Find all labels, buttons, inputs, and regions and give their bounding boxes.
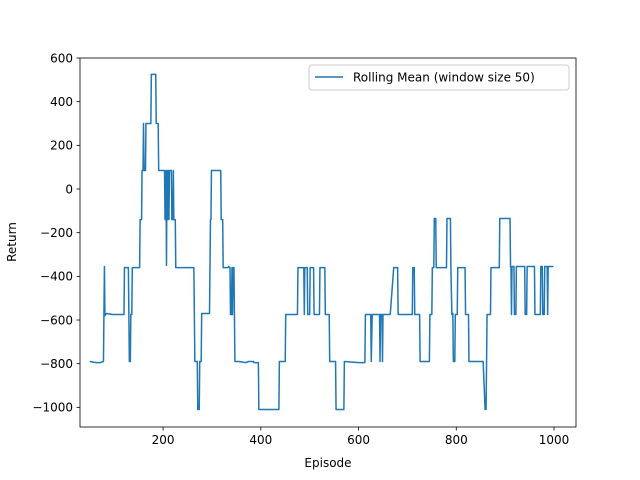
y-tick-label: −600 — [40, 313, 73, 327]
y-axis-label: Return — [5, 222, 19, 262]
y-tick-label: −200 — [40, 226, 73, 240]
plot-frame — [79, 57, 577, 428]
y-tick-label: 200 — [50, 139, 73, 153]
legend-box — [308, 64, 570, 91]
x-tick-label: 200 — [152, 433, 175, 447]
x-tick-label: 1000 — [539, 433, 570, 447]
y-tick-label: −1000 — [32, 401, 73, 415]
plot-series — [89, 73, 554, 411]
y-tick-label: −800 — [40, 357, 73, 371]
y-tick-label: 400 — [50, 95, 73, 109]
legend-label: Rolling Mean (window size 50) — [353, 71, 535, 85]
y-tick-label: −400 — [40, 270, 73, 284]
y-tick-label: 600 — [50, 51, 73, 65]
series-line — [89, 73, 554, 411]
legend: Rolling Mean (window size 50) — [308, 64, 570, 91]
x-tick-label: 800 — [445, 433, 468, 447]
y-tick-label: 0 — [65, 182, 73, 196]
axis-ticks: 200 400 600 800 1000 −1000 −800 −600 −400 −200 0 20… — [32, 51, 569, 447]
x-tick-label: 400 — [249, 433, 272, 447]
x-axis-label: Episode — [304, 456, 351, 470]
x-tick-label: 600 — [347, 433, 370, 447]
